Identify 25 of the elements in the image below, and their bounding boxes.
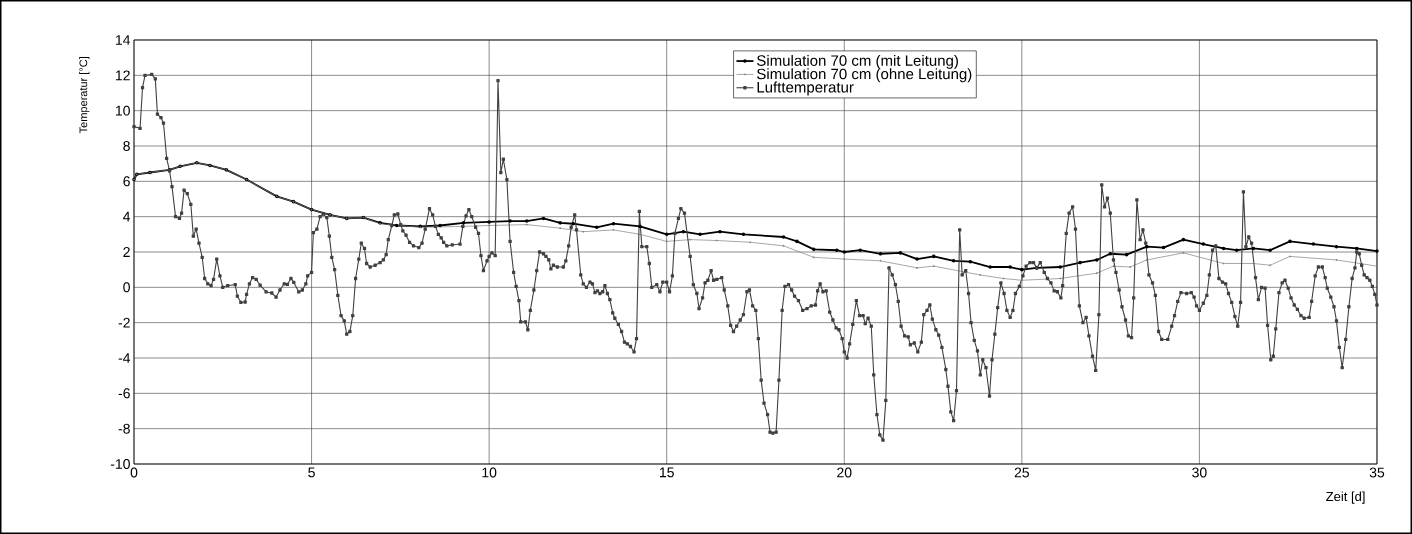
y-tick-label: 14 — [115, 35, 131, 45]
y-tick-label: 2 — [123, 247, 130, 257]
y-tick-label: 12 — [115, 70, 130, 81]
x-tick-label: 25 — [1014, 467, 1030, 478]
y-tick-label: -4 — [118, 353, 131, 363]
x-tick-label: 10 — [482, 467, 497, 478]
y-tick-label: -8 — [118, 423, 130, 434]
y-tick-label: -2 — [118, 317, 130, 328]
y-tick-label: 10 — [115, 105, 130, 116]
y-tick-label: 6 — [123, 176, 130, 187]
x-tick-label: 15 — [659, 467, 674, 478]
x-tick-label: 5 — [308, 467, 315, 478]
y-tick-label: 4 — [123, 211, 131, 222]
x-axis-title: Zeit [d] — [1326, 491, 1365, 504]
y-axis-title: Temperatur [°C] — [79, 57, 90, 134]
y-tick-label: 0 — [123, 282, 130, 293]
y-tick-label: -6 — [118, 388, 130, 399]
x-tick-label: 0 — [130, 467, 138, 478]
y-tick-label: -10 — [110, 459, 130, 469]
x-tick-label: 20 — [837, 467, 852, 478]
legend-label: Simulation 70 cm (mit Leitung) — [757, 54, 958, 69]
x-tick-label: 35 — [1369, 467, 1385, 478]
x-tick-label: 30 — [1192, 467, 1207, 478]
legend-label: Lufttemperatur — [757, 81, 854, 96]
y-tick-label: 8 — [123, 141, 130, 151]
